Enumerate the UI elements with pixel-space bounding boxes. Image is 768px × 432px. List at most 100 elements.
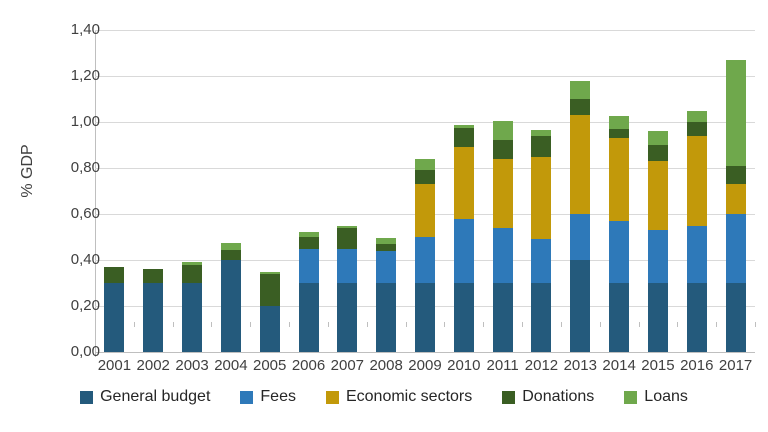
x-axis-tick <box>134 322 135 327</box>
x-axis-tick <box>639 322 640 327</box>
legend-label: Fees <box>260 388 296 405</box>
x-tick-label: 2009 <box>408 357 442 374</box>
x-axis-tick <box>600 322 601 327</box>
bar-segment-donations <box>182 264 202 283</box>
x-tick-label: 2006 <box>291 357 326 374</box>
legend-swatch <box>624 390 638 404</box>
legend-item-economic-sectors: Economic sectors <box>325 388 473 406</box>
legend-swatch <box>80 390 94 404</box>
bar-segment-general-budget <box>454 283 474 352</box>
bar-segment-donations <box>376 243 396 251</box>
bar-segment-loans <box>337 225 357 228</box>
bar-segment-donations <box>493 140 513 159</box>
x-tick-label: 2011 <box>486 357 519 374</box>
y-axis-line <box>95 30 96 357</box>
x-tick-label: 2017 <box>718 357 753 374</box>
y-tick-label: 0,20 <box>70 297 100 314</box>
x-axis-tick <box>289 322 290 327</box>
x-tick-label: 2007 <box>330 357 365 374</box>
x-tick-label: 2013 <box>563 357 597 374</box>
bar-segment-donations <box>337 227 357 249</box>
bar-segment-donations <box>609 128 629 139</box>
bar-segment-general-budget <box>260 306 280 352</box>
bar-segment-economic-sectors <box>493 158 513 228</box>
bar-segment-loans <box>531 130 551 136</box>
legend-swatch <box>240 390 254 404</box>
x-axis-tick <box>561 322 562 327</box>
x-tick-label: 2014 <box>602 357 636 374</box>
bar-segment-donations <box>687 122 707 136</box>
plot-area <box>95 30 755 357</box>
y-tick-label: 0,60 <box>70 205 100 222</box>
legend-label: Loans <box>644 388 688 405</box>
x-axis-tick <box>211 322 212 327</box>
legend-label: General budget <box>100 388 211 405</box>
x-axis-tick <box>367 322 368 327</box>
bar-segment-fees <box>648 230 668 283</box>
bar-segment-loans <box>726 59 746 166</box>
bar-segment-loans <box>609 116 629 129</box>
x-tick-label: 2003 <box>175 357 209 374</box>
bar-segment-economic-sectors <box>454 147 474 219</box>
bar-segment-donations <box>260 273 280 306</box>
bar-segment-donations <box>104 266 124 283</box>
bar-segment-donations <box>531 135 551 157</box>
bar-segment-fees <box>531 239 551 283</box>
gridline <box>95 76 755 77</box>
y-tick-label: 1,20 <box>70 67 100 84</box>
bar-segment-economic-sectors <box>648 161 668 231</box>
bar-segment-general-budget <box>299 283 319 352</box>
bar-segment-fees <box>299 248 319 283</box>
legend-item-general-budget: General budget <box>80 388 210 406</box>
bar-segment-general-budget <box>221 260 241 352</box>
bar-segment-loans <box>182 262 202 265</box>
bar-segment-general-budget <box>415 283 435 352</box>
x-axis-tick <box>522 322 523 327</box>
x-axis-tick <box>716 322 717 327</box>
bar-segment-donations <box>726 165 746 185</box>
bar-segment-donations <box>570 99 590 116</box>
bar-segment-general-budget <box>104 283 124 352</box>
bar-segment-economic-sectors <box>531 156 551 240</box>
legend-swatch <box>325 390 339 404</box>
gridline <box>95 122 755 123</box>
bar-segment-economic-sectors <box>726 184 746 214</box>
x-tick-label: 2004 <box>214 357 248 374</box>
bar-segment-economic-sectors <box>687 135 707 226</box>
x-tick-label: 2016 <box>680 357 714 374</box>
y-tick-label: 1,00 <box>70 113 100 130</box>
x-tick-label: 2015 <box>641 357 675 374</box>
y-axis-title: % GDP <box>19 144 36 198</box>
bar-segment-fees <box>337 248 357 283</box>
x-axis-tick <box>406 322 407 327</box>
x-axis-tick <box>173 322 174 327</box>
bar-segment-general-budget <box>570 260 590 352</box>
bar-segment-general-budget <box>531 283 551 352</box>
bar-segment-fees <box>726 214 746 283</box>
x-tick-label: 2002 <box>136 357 170 374</box>
bar-segment-donations <box>299 237 319 249</box>
bar-segment-general-budget <box>337 283 357 352</box>
x-axis-tick <box>328 322 329 327</box>
x-axis-line <box>95 352 755 353</box>
legend-item-fees: Fees <box>240 388 296 406</box>
legend-swatch <box>502 390 516 404</box>
bar-segment-fees <box>687 225 707 283</box>
x-tick-label: 2012 <box>524 357 559 374</box>
bar-segment-loans <box>570 80 590 99</box>
bar-segment-fees <box>376 250 396 283</box>
bar-segment-economic-sectors <box>415 184 435 237</box>
bar-segment-donations <box>221 249 241 260</box>
legend-label: Economic sectors <box>345 388 473 405</box>
bar-segment-loans <box>415 158 435 171</box>
bar-segment-loans <box>454 125 474 128</box>
bar-segment-donations <box>648 145 668 162</box>
bar-segment-loans <box>687 110 707 122</box>
legend-item-loans: Loans <box>624 388 688 406</box>
bar-segment-loans <box>493 120 513 141</box>
bar-segment-general-budget <box>182 283 202 352</box>
x-axis-tick <box>444 322 445 327</box>
bar-segment-loans <box>221 242 241 250</box>
x-tick-label: 2001 <box>97 357 132 374</box>
